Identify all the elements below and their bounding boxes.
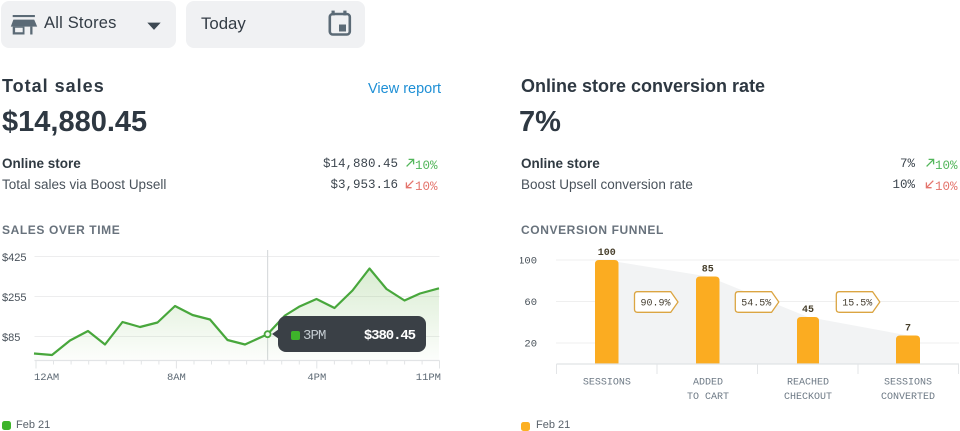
svg-text:54.5%: 54.5% [741, 299, 771, 310]
svg-text:$425: $425 [2, 252, 26, 264]
svg-text:TO CART: TO CART [687, 392, 729, 403]
svg-text:SESSIONS: SESSIONS [884, 378, 932, 389]
svg-text:CONVERTED: CONVERTED [881, 392, 935, 403]
svg-text:8AM: 8AM [167, 372, 186, 384]
svg-text:12AM: 12AM [34, 372, 59, 384]
svg-text:7: 7 [905, 324, 911, 335]
svg-text:45: 45 [802, 305, 814, 316]
svg-text:4PM: 4PM [307, 372, 326, 384]
svg-text:100: 100 [520, 256, 537, 268]
svg-text:90.9%: 90.9% [640, 299, 670, 310]
svg-text:REACHED: REACHED [787, 378, 829, 389]
svg-text:SESSIONS: SESSIONS [583, 378, 631, 389]
svg-text:ADDED: ADDED [693, 378, 723, 389]
svg-text:11PM: 11PM [416, 372, 441, 384]
svg-text:$85: $85 [2, 332, 20, 344]
svg-text:15.5%: 15.5% [842, 299, 872, 310]
svg-text:CHECKOUT: CHECKOUT [784, 392, 832, 403]
svg-text:85: 85 [702, 265, 714, 276]
svg-text:100: 100 [598, 248, 616, 259]
svg-text:60: 60 [524, 297, 537, 309]
svg-text:20: 20 [524, 339, 537, 351]
svg-text:$255: $255 [2, 292, 26, 304]
